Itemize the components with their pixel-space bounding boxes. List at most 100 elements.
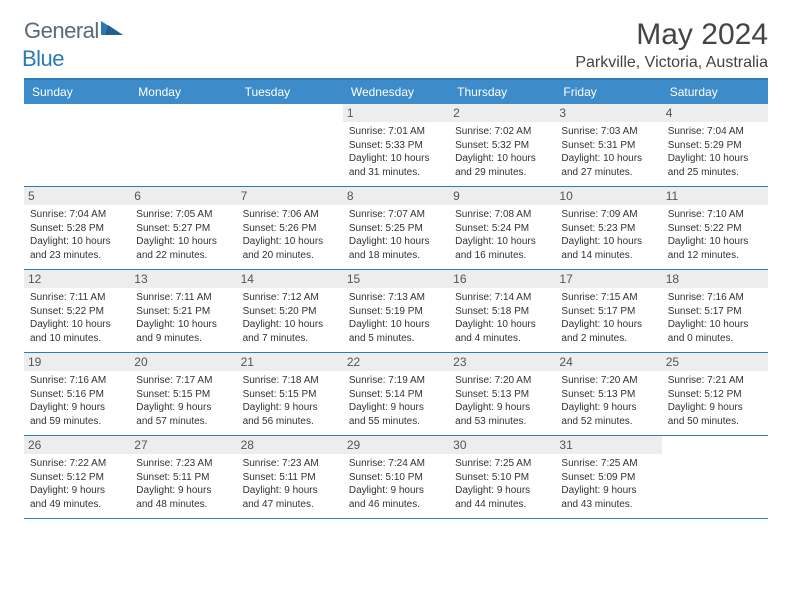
- day-info: Sunrise: 7:12 AMSunset: 5:20 PMDaylight:…: [243, 291, 337, 345]
- day-info: Sunrise: 7:03 AMSunset: 5:31 PMDaylight:…: [561, 125, 655, 179]
- day-number: 25: [662, 353, 768, 371]
- weekday-wed: Wednesday: [343, 80, 449, 104]
- day-cell: 31 Sunrise: 7:25 AMSunset: 5:09 PMDayligh…: [555, 436, 661, 518]
- day-number: 30: [449, 436, 555, 454]
- day-number: 10: [555, 187, 661, 205]
- logo-text-1: General: [24, 18, 99, 44]
- day-number: 23: [449, 353, 555, 371]
- day-cell: 28 Sunrise: 7:23 AMSunset: 5:11 PMDayligh…: [237, 436, 343, 518]
- day-info: Sunrise: 7:20 AMSunset: 5:13 PMDaylight:…: [561, 374, 655, 428]
- logo: General: [24, 18, 125, 44]
- day-number: 1: [343, 104, 449, 122]
- day-number: 5: [24, 187, 130, 205]
- day-info: Sunrise: 7:18 AMSunset: 5:15 PMDaylight:…: [243, 374, 337, 428]
- header: General May 2024 Parkville, Victoria, Au…: [24, 18, 768, 72]
- day-number: 24: [555, 353, 661, 371]
- day-number: 7: [237, 187, 343, 205]
- day-info: Sunrise: 7:11 AMSunset: 5:21 PMDaylight:…: [136, 291, 230, 345]
- day-cell: 25 Sunrise: 7:21 AMSunset: 5:12 PMDayligh…: [662, 353, 768, 435]
- day-cell: 19 Sunrise: 7:16 AMSunset: 5:16 PMDayligh…: [24, 353, 130, 435]
- day-cell: 16 Sunrise: 7:14 AMSunset: 5:18 PMDayligh…: [449, 270, 555, 352]
- day-number: 14: [237, 270, 343, 288]
- day-cell: 8 Sunrise: 7:07 AMSunset: 5:25 PMDaylight…: [343, 187, 449, 269]
- week-row: 1 Sunrise: 7:01 AMSunset: 5:33 PMDaylight…: [24, 104, 768, 187]
- day-cell: [24, 104, 130, 186]
- day-info: Sunrise: 7:05 AMSunset: 5:27 PMDaylight:…: [136, 208, 230, 262]
- day-cell: 3 Sunrise: 7:03 AMSunset: 5:31 PMDaylight…: [555, 104, 661, 186]
- weekday-sun: Sunday: [24, 80, 130, 104]
- day-number: 21: [237, 353, 343, 371]
- day-info: Sunrise: 7:21 AMSunset: 5:12 PMDaylight:…: [668, 374, 762, 428]
- day-info: Sunrise: 7:14 AMSunset: 5:18 PMDaylight:…: [455, 291, 549, 345]
- day-cell: [237, 104, 343, 186]
- day-number: 26: [24, 436, 130, 454]
- week-row: 26 Sunrise: 7:22 AMSunset: 5:12 PMDayligh…: [24, 436, 768, 519]
- day-cell: 22Sunrise: 7:19 AMSunset: 5:14 PMDayligh…: [343, 353, 449, 435]
- title-block: May 2024 Parkville, Victoria, Australia: [575, 18, 768, 72]
- day-cell: 7 Sunrise: 7:06 AMSunset: 5:26 PMDaylight…: [237, 187, 343, 269]
- day-info: Sunrise: 7:10 AMSunset: 5:22 PMDaylight:…: [668, 208, 762, 262]
- day-info: Sunrise: 7:07 AMSunset: 5:25 PMDaylight:…: [349, 208, 443, 262]
- day-cell: 1 Sunrise: 7:01 AMSunset: 5:33 PMDaylight…: [343, 104, 449, 186]
- day-info: Sunrise: 7:17 AMSunset: 5:15 PMDaylight:…: [136, 374, 230, 428]
- weekday-tue: Tuesday: [237, 80, 343, 104]
- day-info: Sunrise: 7:01 AMSunset: 5:33 PMDaylight:…: [349, 125, 443, 179]
- day-number: 17: [555, 270, 661, 288]
- day-number: 6: [130, 187, 236, 205]
- day-cell: 17Sunrise: 7:15 AMSunset: 5:17 PMDayligh…: [555, 270, 661, 352]
- day-info: Sunrise: 7:13 AMSunset: 5:19 PMDaylight:…: [349, 291, 443, 345]
- day-number: 8: [343, 187, 449, 205]
- day-number: 12: [24, 270, 130, 288]
- day-info: Sunrise: 7:11 AMSunset: 5:22 PMDaylight:…: [30, 291, 124, 345]
- day-cell: 30Sunrise: 7:25 AMSunset: 5:10 PMDayligh…: [449, 436, 555, 518]
- day-cell: 9Sunrise: 7:08 AMSunset: 5:24 PMDaylight…: [449, 187, 555, 269]
- weekday-header: Sunday Monday Tuesday Wednesday Thursday…: [24, 80, 768, 104]
- day-cell: [662, 436, 768, 518]
- day-info: Sunrise: 7:23 AMSunset: 5:11 PMDaylight:…: [243, 457, 337, 511]
- calendar: Sunday Monday Tuesday Wednesday Thursday…: [24, 78, 768, 519]
- logo-text-2: Blue: [22, 46, 64, 71]
- day-number: 3: [555, 104, 661, 122]
- day-cell: 29Sunrise: 7:24 AMSunset: 5:10 PMDayligh…: [343, 436, 449, 518]
- day-number: 20: [130, 353, 236, 371]
- day-info: Sunrise: 7:20 AMSunset: 5:13 PMDaylight:…: [455, 374, 549, 428]
- day-number: 19: [24, 353, 130, 371]
- weekday-thu: Thursday: [449, 80, 555, 104]
- day-info: Sunrise: 7:25 AMSunset: 5:09 PMDaylight:…: [561, 457, 655, 511]
- day-cell: 12 Sunrise: 7:11 AMSunset: 5:22 PMDayligh…: [24, 270, 130, 352]
- day-number: 31: [555, 436, 661, 454]
- day-info: Sunrise: 7:16 AMSunset: 5:16 PMDaylight:…: [30, 374, 124, 428]
- week-row: 12 Sunrise: 7:11 AMSunset: 5:22 PMDayligh…: [24, 270, 768, 353]
- day-number: 13: [130, 270, 236, 288]
- day-number: 11: [662, 187, 768, 205]
- day-cell: 20 Sunrise: 7:17 AMSunset: 5:15 PMDayligh…: [130, 353, 236, 435]
- month-title: May 2024: [575, 18, 768, 52]
- day-cell: 24 Sunrise: 7:20 AMSunset: 5:13 PMDayligh…: [555, 353, 661, 435]
- day-cell: 6 Sunrise: 7:05 AMSunset: 5:27 PMDaylight…: [130, 187, 236, 269]
- day-cell: 5 Sunrise: 7:04 AMSunset: 5:28 PMDaylight…: [24, 187, 130, 269]
- weekday-sat: Saturday: [662, 80, 768, 104]
- day-number: 16: [449, 270, 555, 288]
- day-info: Sunrise: 7:23 AMSunset: 5:11 PMDaylight:…: [136, 457, 230, 511]
- day-cell: 15 Sunrise: 7:13 AMSunset: 5:19 PMDayligh…: [343, 270, 449, 352]
- day-cell: 2Sunrise: 7:02 AMSunset: 5:32 PMDaylight…: [449, 104, 555, 186]
- day-info: Sunrise: 7:19 AMSunset: 5:14 PMDaylight:…: [349, 374, 443, 428]
- day-number: 15: [343, 270, 449, 288]
- day-info: Sunrise: 7:04 AMSunset: 5:28 PMDaylight:…: [30, 208, 124, 262]
- day-info: Sunrise: 7:04 AMSunset: 5:29 PMDaylight:…: [668, 125, 762, 179]
- day-info: Sunrise: 7:16 AMSunset: 5:17 PMDaylight:…: [668, 291, 762, 345]
- day-info: Sunrise: 7:09 AMSunset: 5:23 PMDaylight:…: [561, 208, 655, 262]
- day-number: 2: [449, 104, 555, 122]
- day-number: 18: [662, 270, 768, 288]
- day-info: Sunrise: 7:06 AMSunset: 5:26 PMDaylight:…: [243, 208, 337, 262]
- week-row: 5 Sunrise: 7:04 AMSunset: 5:28 PMDaylight…: [24, 187, 768, 270]
- day-cell: 27Sunrise: 7:23 AMSunset: 5:11 PMDayligh…: [130, 436, 236, 518]
- day-cell: 21 Sunrise: 7:18 AMSunset: 5:15 PMDayligh…: [237, 353, 343, 435]
- day-cell: 23 Sunrise: 7:20 AMSunset: 5:13 PMDayligh…: [449, 353, 555, 435]
- day-cell: 26 Sunrise: 7:22 AMSunset: 5:12 PMDayligh…: [24, 436, 130, 518]
- weeks-container: 1 Sunrise: 7:01 AMSunset: 5:33 PMDaylight…: [24, 104, 768, 519]
- day-cell: 11 Sunrise: 7:10 AMSunset: 5:22 PMDayligh…: [662, 187, 768, 269]
- day-number: 9: [449, 187, 555, 205]
- day-number: 28: [237, 436, 343, 454]
- day-info: Sunrise: 7:22 AMSunset: 5:12 PMDaylight:…: [30, 457, 124, 511]
